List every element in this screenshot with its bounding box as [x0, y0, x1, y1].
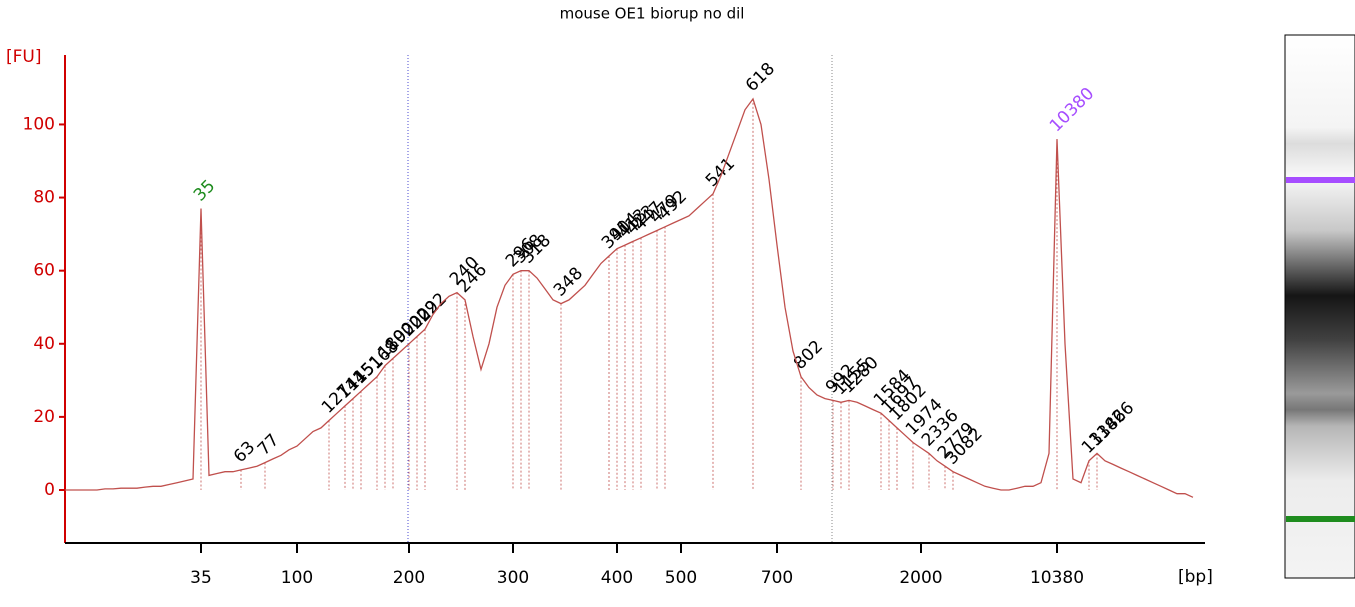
- y-tick-label: 0: [44, 480, 55, 500]
- peak-label: 618: [742, 59, 779, 96]
- peak-label: 77: [254, 430, 283, 459]
- y-tick-label: 40: [33, 334, 55, 354]
- y-tick-label: 100: [23, 114, 55, 134]
- x-axis-label: [bp]: [1178, 567, 1213, 587]
- x-tick-label: 2000: [899, 568, 942, 588]
- peak-label: 802: [790, 337, 827, 374]
- peak-label: 63: [230, 438, 259, 467]
- gel-lane: [1284, 34, 1355, 579]
- x-tick-label: 200: [393, 568, 425, 588]
- peak-label: 35: [190, 176, 219, 205]
- upper-marker-band: [1286, 177, 1355, 183]
- peak-label: 541: [702, 154, 739, 191]
- y-tick-label: 80: [33, 188, 55, 208]
- plot: 0 20 40 60 80 100 35 100 200 300 400 500 700 2000 1038…: [23, 55, 1205, 588]
- x-tick-label: 400: [601, 568, 633, 588]
- peak-label: 348: [550, 264, 587, 301]
- x-tick-label: 100: [281, 568, 313, 588]
- y-tick-label: 20: [33, 407, 55, 427]
- x-tick-label: 35: [190, 568, 212, 588]
- y-axis-label: [FU]: [6, 47, 42, 67]
- peak-label: 10380: [1046, 84, 1098, 136]
- x-tick-label: 300: [497, 568, 529, 588]
- peak-label: 13866: [1086, 398, 1138, 450]
- chart-title: mouse OE1 biorup no dil: [560, 5, 745, 23]
- y-tick-label: 60: [33, 261, 55, 281]
- x-tick-label: 10380: [1030, 568, 1084, 588]
- lower-marker-band: [1286, 516, 1355, 522]
- x-tick-label: 500: [665, 568, 697, 588]
- x-tick-label: 700: [761, 568, 793, 588]
- trace-line: [65, 97, 1194, 498]
